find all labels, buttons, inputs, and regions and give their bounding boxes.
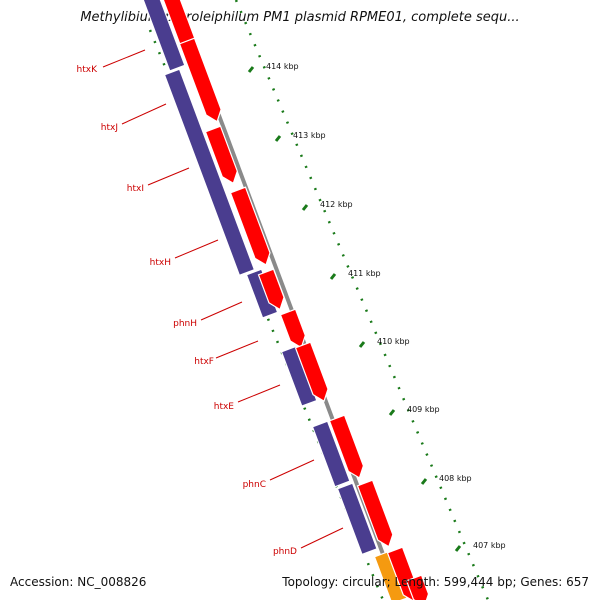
forward-gene-4	[229, 186, 271, 266]
tick-mark	[329, 273, 337, 280]
tick-mark	[388, 409, 396, 416]
tick-label: 410 kbp	[377, 337, 410, 346]
dotted-guide-layer	[148, 0, 490, 600]
forward-gene-6	[279, 308, 306, 349]
gene-label: phnH	[173, 319, 197, 329]
gene-label: htxH	[150, 258, 171, 268]
forward-gene-3	[204, 125, 238, 185]
forward-gene-8	[328, 414, 365, 479]
leader-line	[300, 527, 344, 549]
gene-label: phnD	[273, 547, 297, 557]
tick-mark	[247, 66, 255, 73]
tick-mark	[274, 135, 282, 142]
tick-label: 414 kbp	[266, 62, 299, 71]
tick-label: 407 kbp	[473, 541, 506, 550]
leader-line	[174, 239, 219, 259]
leader-line	[200, 301, 243, 321]
reverse-strand-genes	[142, 0, 408, 600]
reverse-gene-2	[163, 68, 256, 277]
gene-label: phnC	[243, 480, 266, 490]
leader-line	[121, 103, 167, 125]
leader-line	[269, 459, 315, 481]
leader-line	[102, 49, 146, 68]
reverse-gene-6	[336, 482, 378, 556]
tick-label: 409 kbp	[407, 405, 440, 414]
tick-mark	[454, 545, 462, 552]
map-title: Methylibium petroleiphilum PM1 plasmid R…	[80, 10, 520, 25]
reverse-gene-5	[311, 420, 351, 488]
tick-label: 412 kbp	[320, 200, 353, 209]
tick-mark	[301, 204, 309, 211]
tick-label: 408 kbp	[439, 474, 472, 483]
gene-label-layer: htxK htxJ htxI htxH phnH htxF htxE phnC phnD	[77, 49, 344, 557]
forward-gene-5	[257, 268, 285, 311]
tick-mark	[420, 478, 428, 485]
forward-strand-genes	[162, 0, 430, 600]
leader-line	[237, 384, 281, 403]
gene-label: htxE	[214, 402, 235, 412]
gene-label: htxJ	[101, 123, 118, 133]
gene-label: htxI	[127, 184, 144, 194]
leader-line	[215, 340, 259, 359]
gene-label: htxK	[77, 65, 99, 75]
leader-line	[147, 167, 190, 186]
forward-gene-2	[178, 37, 222, 123]
reverse-gene-1	[142, 0, 186, 72]
tick-label: 413 kbp	[293, 131, 326, 140]
forward-gene-9	[356, 479, 394, 548]
forward-gene-7	[294, 341, 329, 403]
forward-gene-11	[405, 574, 430, 600]
tick-mark	[358, 341, 366, 348]
outer-dotted-guide	[234, 0, 490, 600]
gene-label: htxF	[194, 357, 214, 367]
summary-text: Topology: circular; Length: 599,444 bp; …	[282, 575, 589, 589]
tick-mark-layer: 414 kbp 413 kbp 412 kbp 411 kbp 410 kbp 409 k…	[247, 62, 506, 552]
tick-label: 411 kbp	[348, 269, 381, 278]
accession-text: Accession: NC_008826	[10, 575, 147, 589]
